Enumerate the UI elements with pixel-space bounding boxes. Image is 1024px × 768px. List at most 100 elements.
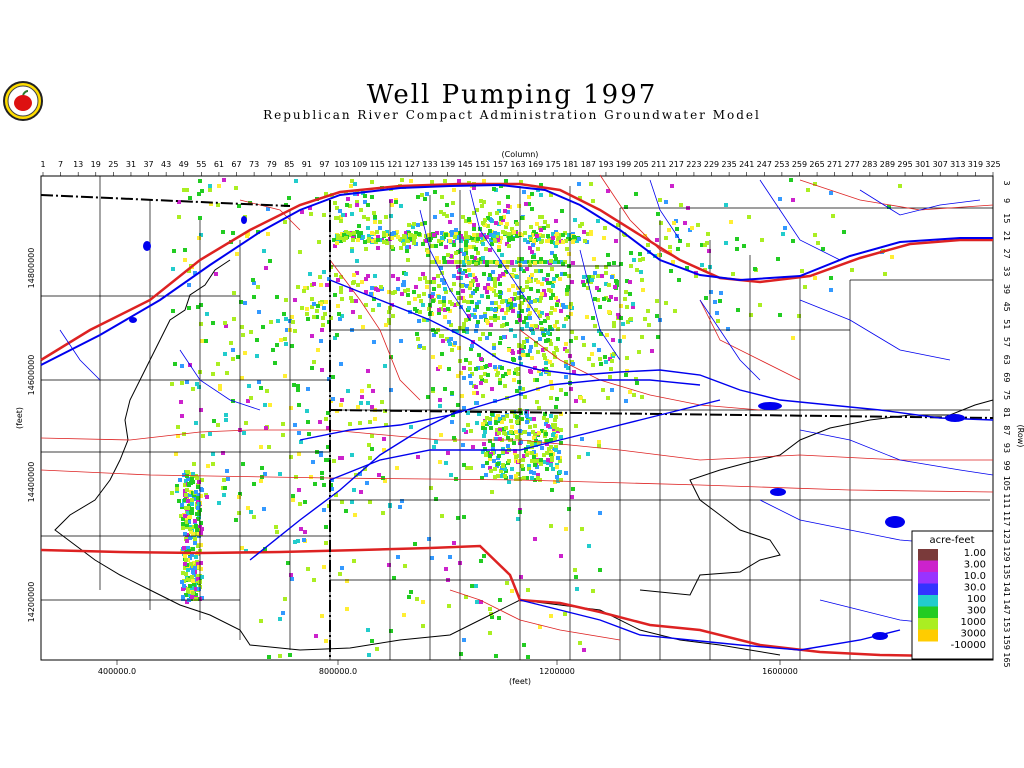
pumping-cell (552, 428, 556, 432)
pumping-cell (459, 652, 463, 656)
pumping-cell (175, 484, 179, 488)
pumping-cell (517, 459, 521, 463)
pumping-cell (635, 381, 639, 385)
pumping-cell (551, 236, 555, 240)
pumping-cell (399, 204, 403, 208)
pumping-cell (196, 517, 200, 521)
pumping-cell (670, 184, 674, 188)
pumping-cell (294, 179, 298, 183)
pumping-cell (488, 421, 492, 425)
pumping-cell (242, 431, 246, 435)
pumping-cell (541, 348, 545, 352)
pumping-cell (574, 575, 578, 579)
pumping-cell (172, 249, 176, 253)
pumping-cell (375, 230, 379, 234)
pumping-cell (387, 321, 391, 325)
pumping-cell (306, 387, 310, 391)
pumping-cell (555, 241, 559, 245)
pumping-cell (486, 295, 490, 299)
pumping-cell (182, 584, 186, 588)
pumping-cell (475, 208, 479, 212)
pumping-cell (482, 179, 486, 183)
pumping-cell (326, 445, 330, 449)
row-tick-label: 153 (1002, 617, 1011, 632)
pumping-cell (559, 478, 563, 482)
pumping-cell (625, 279, 629, 283)
pumping-cell (553, 480, 557, 484)
pumping-cell (252, 281, 256, 285)
pumping-cell (480, 476, 484, 480)
pumping-cell (532, 471, 536, 475)
pumping-cell (396, 235, 400, 239)
pumping-cell (366, 217, 370, 221)
pumping-cell (196, 485, 200, 489)
pumping-cell (560, 209, 564, 213)
pumping-cell (366, 401, 370, 405)
legend-swatch (918, 629, 938, 642)
pumping-cell (553, 308, 557, 312)
pumping-cell (289, 455, 293, 459)
pumping-cell (546, 458, 550, 462)
pumping-cell (344, 230, 348, 234)
pumping-cell (481, 332, 485, 336)
pumping-cell (515, 275, 519, 279)
pumping-cell (632, 258, 636, 262)
pumping-cell (525, 476, 529, 480)
pumping-cell (564, 317, 568, 321)
pumping-cell (530, 273, 534, 277)
pumping-cell (803, 285, 807, 289)
pumping-cell (365, 481, 369, 485)
pumping-cell (506, 444, 510, 448)
pumping-cell (431, 387, 435, 391)
pumping-cell (199, 322, 203, 326)
pumping-cell (332, 238, 336, 242)
pumping-cell (246, 506, 250, 510)
pumping-cell (485, 235, 489, 239)
pumping-cell (340, 398, 344, 402)
pumping-cell (546, 224, 550, 228)
pumping-cell (469, 466, 473, 470)
column-tick-label: 79 (267, 160, 277, 169)
pumping-cell (609, 367, 613, 371)
pumping-cell (556, 327, 560, 331)
pumping-cell (499, 221, 503, 225)
pumping-cell (483, 286, 487, 290)
pumping-cell (195, 512, 199, 516)
legend-label: 1000 (961, 617, 986, 628)
pumping-cell (535, 222, 539, 226)
pumping-cell (493, 284, 497, 288)
pumping-cell (564, 527, 568, 531)
pumping-cell (533, 299, 537, 303)
pumping-cell (494, 301, 498, 305)
pumping-cell (198, 179, 202, 183)
pumping-cell (434, 244, 438, 248)
pumping-cell (493, 365, 497, 369)
pumping-cell (475, 233, 479, 237)
pumping-cell (355, 200, 359, 204)
pumping-cell (489, 307, 493, 311)
pumping-cell (550, 306, 554, 310)
pumping-cell (387, 318, 391, 322)
pumping-cell (602, 297, 606, 301)
pumping-cell (549, 296, 553, 300)
pumping-cell (396, 277, 400, 281)
legend-swatch (918, 572, 938, 584)
pumping-cell (570, 330, 574, 334)
pumping-cell (513, 334, 517, 338)
pumping-cell (290, 315, 294, 319)
pumping-cell (457, 346, 461, 350)
pumping-cell (385, 241, 389, 245)
pumping-cell (472, 186, 476, 190)
pumping-cell (664, 200, 668, 204)
pumping-cell (582, 230, 586, 234)
pumping-cell (211, 462, 215, 466)
pumping-cell (527, 464, 531, 468)
legend-swatch (918, 618, 938, 630)
pumping-cell (517, 350, 521, 354)
pumping-cell (185, 488, 189, 492)
pumping-cell (464, 244, 468, 248)
pumping-cell (527, 202, 531, 206)
legend-label: 3.00 (964, 560, 986, 571)
pumping-cell (430, 244, 434, 248)
pumping-cell (511, 351, 515, 355)
